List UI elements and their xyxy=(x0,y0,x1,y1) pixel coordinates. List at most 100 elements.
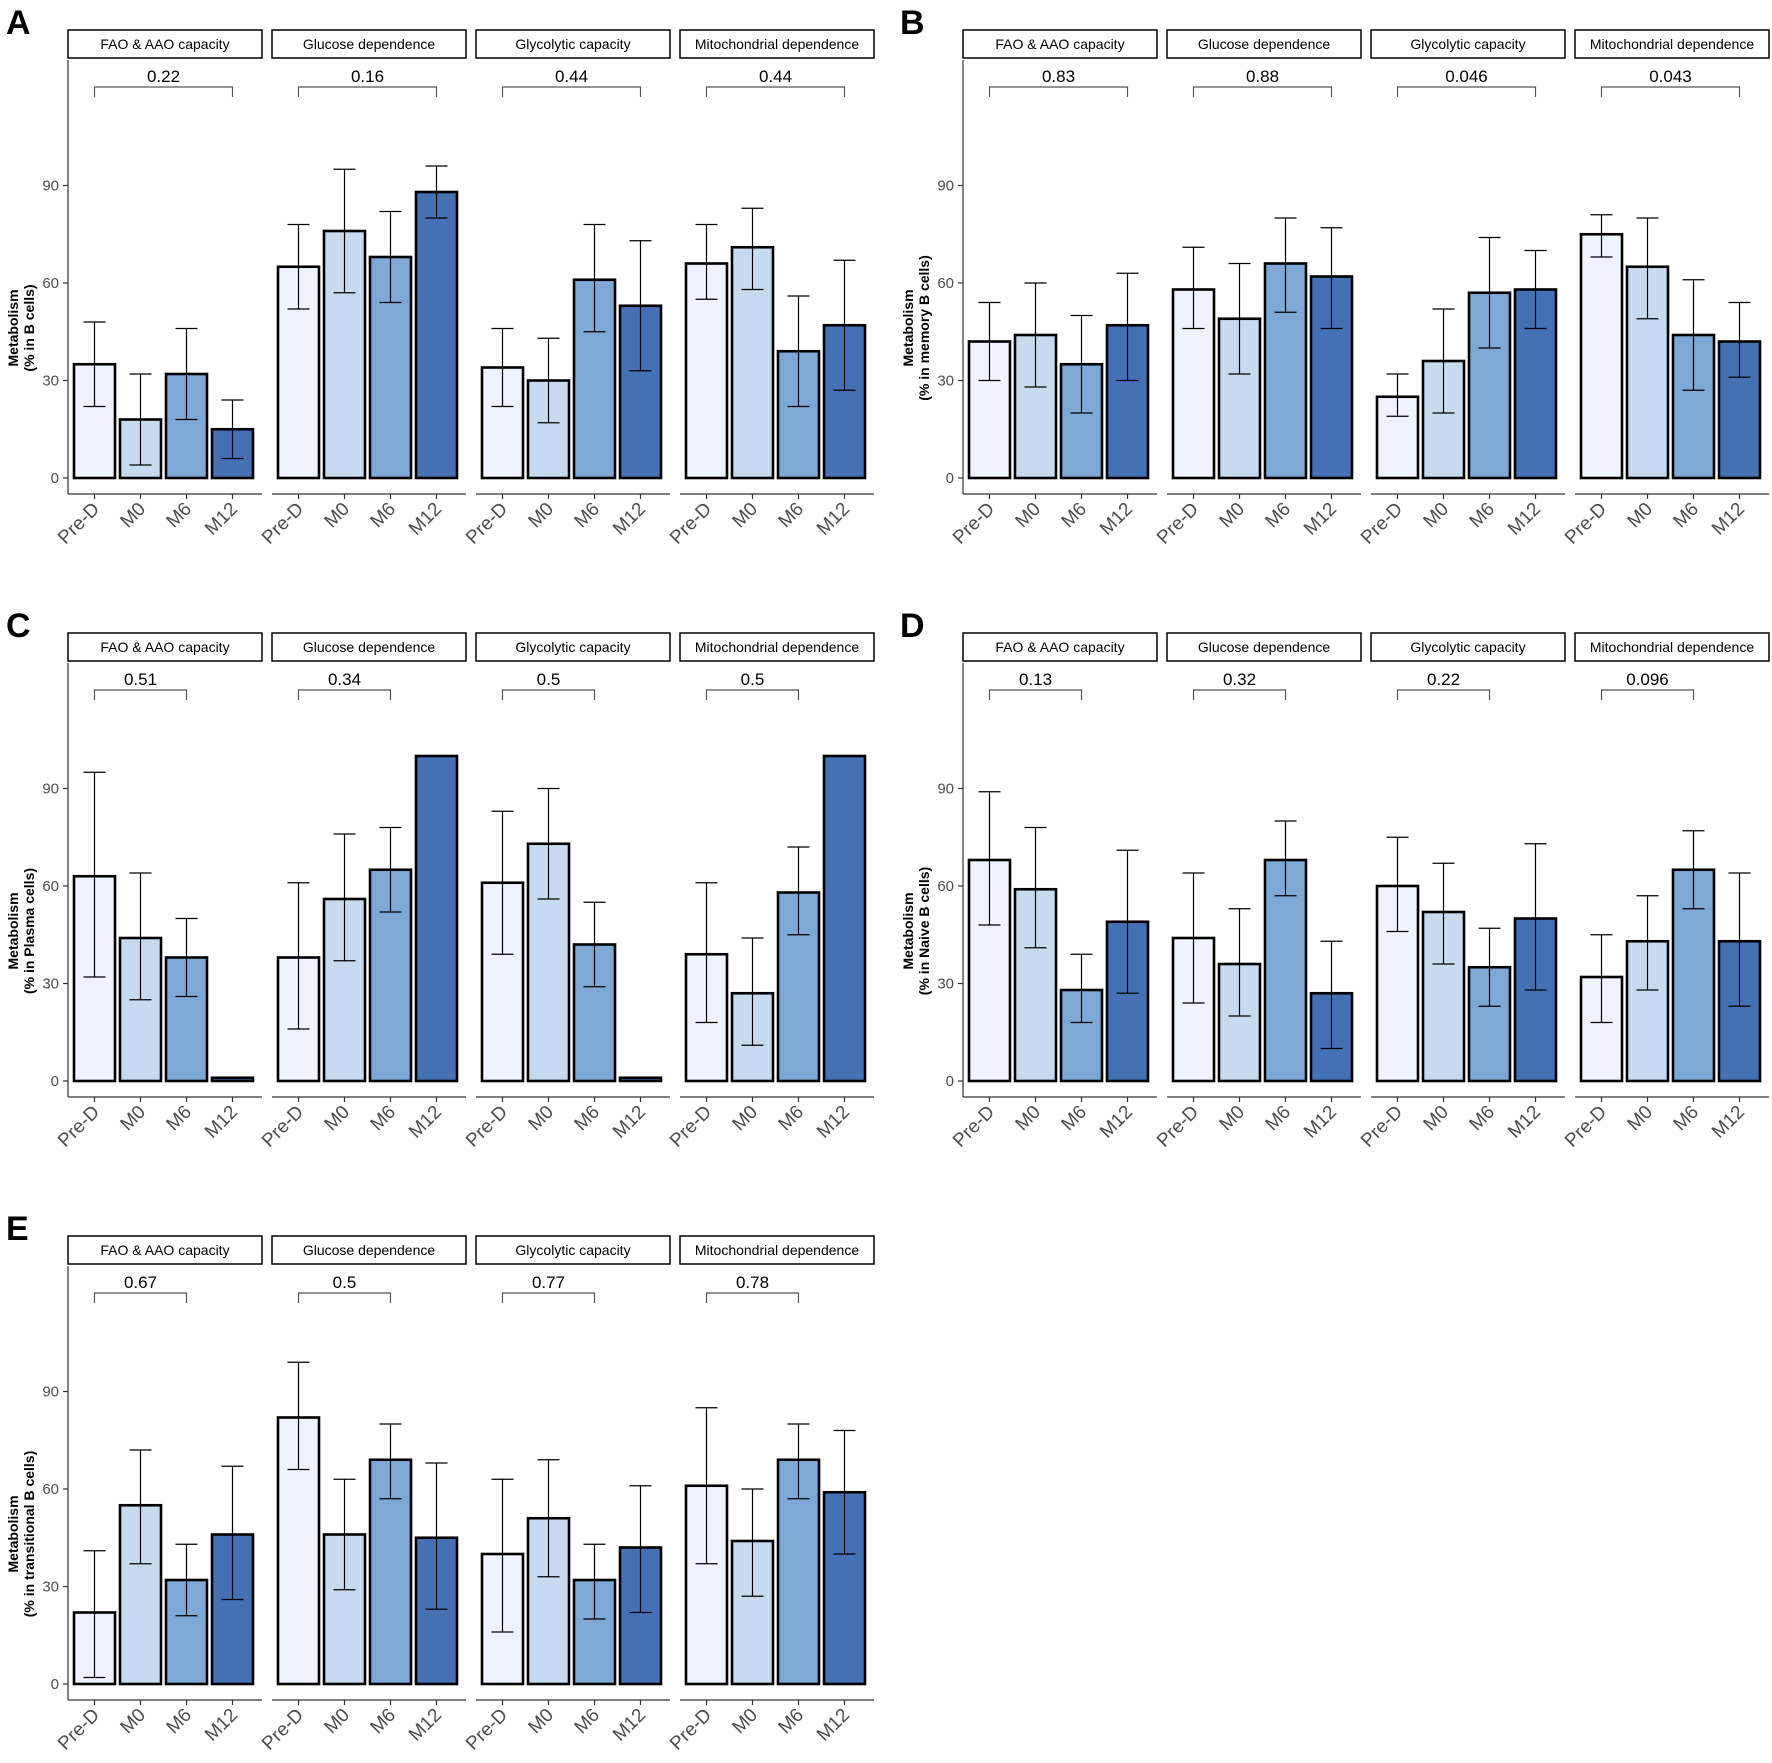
facet-2: Glucose dependence Pre-D M0 M6 M12 0.88 xyxy=(1153,29,1362,549)
x-tick-label: M0 xyxy=(525,1705,559,1739)
facet-3: Glycolytic capacity Pre-D M0 M6 M12 0.046 xyxy=(1357,29,1566,549)
facet-title: Glycolytic capacity xyxy=(515,36,630,52)
x-tick-label: Pre-D xyxy=(949,499,999,549)
facet-4: Mitochondrial dependence Pre-D M0 M6 M12 0.5 xyxy=(666,632,875,1152)
bar-M6 xyxy=(164,1578,209,1686)
y-tick-label: 0 xyxy=(946,470,954,487)
p-value-label: 0.13 xyxy=(1019,670,1052,689)
y-axis-title: Metabolism(% in Plasma cells) xyxy=(5,868,37,994)
x-tick-label: Pre-D xyxy=(666,1102,716,1152)
facet-title: FAO & AAO capacity xyxy=(100,36,229,52)
x-tick-label: M12 xyxy=(405,1705,446,1746)
y-tick-label: 0 xyxy=(946,1073,954,1090)
significance-bracket xyxy=(501,689,596,700)
p-value-label: 0.88 xyxy=(1246,67,1279,86)
y-tick-label: 30 xyxy=(937,976,954,993)
x-tick-label: Pre-D xyxy=(258,499,308,549)
x-tick-label: Pre-D xyxy=(54,1705,104,1755)
p-value-label: 0.34 xyxy=(328,670,361,689)
p-value-label: 0.83 xyxy=(1042,67,1075,86)
x-tick-label: M0 xyxy=(1216,1102,1250,1136)
x-tick-label: M12 xyxy=(1300,499,1341,540)
x-tick-label: Pre-D xyxy=(54,499,104,549)
x-tick-label: M6 xyxy=(1058,499,1092,533)
significance-bracket xyxy=(93,1292,188,1303)
facet-3: Glycolytic capacity Pre-D M0 M6 M12 0.22 xyxy=(1357,632,1566,1152)
x-tick-label: M6 xyxy=(775,1705,809,1739)
significance-bracket xyxy=(501,86,642,97)
p-value-label: 0.5 xyxy=(537,670,561,689)
x-tick-label: M12 xyxy=(201,1705,242,1746)
x-tick-label: M0 xyxy=(1216,499,1250,533)
facet-strip xyxy=(1574,632,1770,662)
x-tick-label: Pre-D xyxy=(949,1102,999,1152)
facet-title: Glycolytic capacity xyxy=(515,1242,630,1258)
x-tick-label: M12 xyxy=(1096,499,1137,540)
p-value-label: 0.67 xyxy=(124,1273,157,1292)
p-value-label: 0.77 xyxy=(532,1273,565,1292)
x-tick-label: Pre-D xyxy=(258,1102,308,1152)
x-tick-label: M6 xyxy=(571,499,605,533)
x-tick-label: Pre-D xyxy=(1561,499,1611,549)
y-axis-title: Metabolism(% in B cells) xyxy=(5,284,37,371)
x-tick-label: M0 xyxy=(1624,1102,1658,1136)
facet-1: FAO & AAO capacity Pre-D M0 M6 M12 0.13 xyxy=(949,632,1158,1152)
facet-2: Glucose dependence Pre-D M0 M6 M12 0.16 xyxy=(258,29,467,549)
x-tick-label: Pre-D xyxy=(462,1102,512,1152)
x-tick-label: M0 xyxy=(729,1102,763,1136)
y-tick-label: 30 xyxy=(42,373,59,390)
panel-letter: E xyxy=(6,1210,29,1248)
significance-bracket xyxy=(705,689,800,700)
p-value-label: 0.5 xyxy=(741,670,765,689)
facet-4: Mitochondrial dependence Pre-D M0 M6 M12 0.04… xyxy=(1561,29,1770,549)
x-tick-label: M12 xyxy=(405,499,446,540)
x-tick-label: M12 xyxy=(813,1102,854,1143)
x-tick-label: M0 xyxy=(321,1102,355,1136)
x-tick-label: M12 xyxy=(1096,1102,1137,1143)
x-tick-label: M0 xyxy=(117,1102,151,1136)
facet-strip xyxy=(1370,632,1566,662)
p-value-label: 0.046 xyxy=(1445,67,1488,86)
p-value-label: 0.16 xyxy=(351,67,384,86)
bar-Pre-D xyxy=(1171,936,1216,1083)
y-tick-label: 60 xyxy=(937,878,954,895)
significance-bracket xyxy=(1192,86,1333,97)
x-tick-label: Pre-D xyxy=(462,499,512,549)
facet-1: FAO & AAO capacity Pre-D M0 M6 M12 0.22 xyxy=(54,29,263,549)
bar-M12 xyxy=(210,1533,255,1686)
significance-bracket xyxy=(988,86,1129,97)
facet-3: Glycolytic capacity Pre-D M0 M6 M12 0.77 xyxy=(462,1235,671,1755)
x-tick-label: Pre-D xyxy=(666,1705,716,1755)
y-tick-label: 0 xyxy=(51,470,59,487)
panel-E: E Metabolism(% in transitional B cells) 0 3… xyxy=(5,1210,875,1755)
y-axis-title-line1: Metabolism xyxy=(5,289,21,366)
facet-strip xyxy=(679,29,875,59)
x-tick-label: M0 xyxy=(1012,499,1046,533)
significance-bracket xyxy=(93,689,188,700)
facet-strip xyxy=(271,29,467,59)
panel-letter: B xyxy=(900,4,925,42)
x-tick-label: M0 xyxy=(525,499,559,533)
y-tick-label: 30 xyxy=(937,373,954,390)
facet-strip xyxy=(271,1235,467,1265)
facet-strip xyxy=(679,1235,875,1265)
facet-title: FAO & AAO capacity xyxy=(995,639,1124,655)
facet-strip xyxy=(1574,29,1770,59)
facet-title: Glucose dependence xyxy=(1198,639,1331,655)
x-tick-label: M12 xyxy=(813,499,854,540)
x-tick-label: Pre-D xyxy=(1153,499,1203,549)
x-tick-label: M6 xyxy=(1670,499,1704,533)
x-tick-label: M6 xyxy=(367,1102,401,1136)
y-tick-label: 60 xyxy=(937,275,954,292)
x-tick-label: M12 xyxy=(405,1102,446,1143)
x-tick-label: M12 xyxy=(609,1102,650,1143)
facet-title: FAO & AAO capacity xyxy=(100,1242,229,1258)
facet-title: Mitochondrial dependence xyxy=(695,1242,859,1258)
x-tick-label: M0 xyxy=(321,499,355,533)
significance-bracket xyxy=(1396,689,1491,700)
x-tick-label: M6 xyxy=(775,499,809,533)
p-value-label: 0.44 xyxy=(555,67,588,86)
